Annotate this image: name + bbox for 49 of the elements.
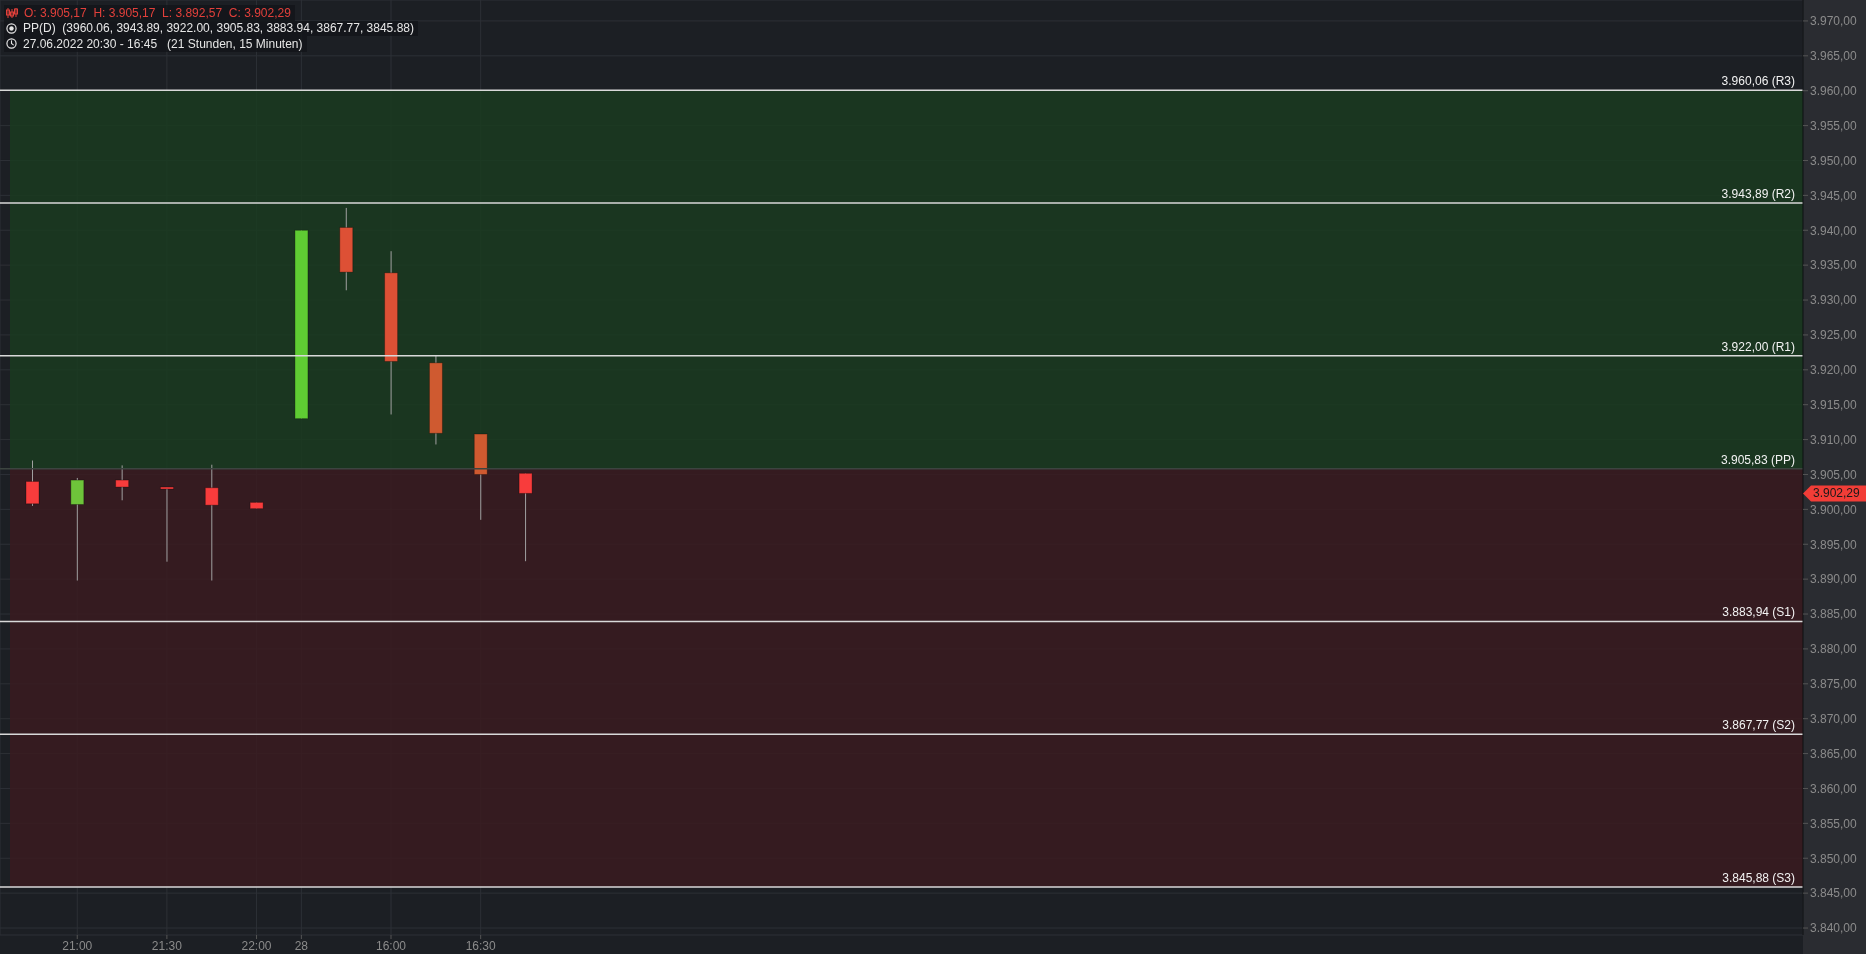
- text: 3.902,29: [1813, 486, 1861, 501]
- x-tick-label: 21:30: [151, 938, 183, 953]
- y-tick-label: 3.840,00: [1810, 921, 1858, 936]
- y-tick-label: 3.965,00: [1810, 49, 1858, 64]
- y-tick-label: 3.970,00: [1810, 14, 1858, 29]
- x-tick-label: 16:00: [376, 938, 407, 953]
- ref-line-label: 3.867,77 (S2): [1722, 718, 1795, 733]
- y-tick-label: 3.910,00: [1810, 432, 1858, 447]
- candlestick: [204, 464, 219, 582]
- y-tick-label: 3.930,00: [1810, 293, 1858, 308]
- y-tick-label: 3.875,00: [1810, 677, 1858, 692]
- annotation: 27.06.2022 20:30 - 16:45 (21 Stunden, 15 Minuten): [23, 36, 303, 51]
- text: O: 3.905,17 H: 3.905,17 L: 3.892,57 C: 3.902,29: [24, 5, 291, 20]
- y-tick-label: 3.865,00: [1810, 746, 1858, 761]
- y-tick-label: 3.870,00: [1810, 711, 1858, 726]
- y-tick-label: 3.890,00: [1810, 572, 1858, 587]
- y-tick-label: 3.920,00: [1810, 363, 1858, 378]
- y-tick-label: 3.880,00: [1810, 642, 1858, 657]
- text: PP(D) (3960.06, 3943.89, 3922.00, 3905.83, 3883.94, 3867.77, 3845.88): [23, 21, 414, 36]
- y-tick-label: 3.960,00: [1810, 83, 1858, 98]
- ref-line-label: 3.883,94 (S1): [1722, 605, 1795, 620]
- ref-line-label: 3.943,89 (R2): [1721, 187, 1795, 202]
- y-tick-label: 3.850,00: [1810, 851, 1858, 866]
- x-tick-label: 21:00: [62, 938, 93, 953]
- x-tick-label: 28: [294, 938, 309, 953]
- candlestick: [25, 460, 40, 507]
- candlestick: [115, 464, 130, 501]
- y-tick-label: 3.950,00: [1810, 153, 1858, 168]
- y-tick-label: 3.955,00: [1810, 118, 1858, 133]
- ref-line-label: 3.905,83 (PP): [1720, 452, 1795, 467]
- candlestick: [159, 486, 174, 563]
- y-tick-label: 3.900,00: [1810, 502, 1858, 517]
- y-tick-label: 3.895,00: [1810, 537, 1858, 552]
- x-tick-label: 16:30: [465, 938, 496, 953]
- y-tick-label: 3.940,00: [1810, 223, 1858, 238]
- ref-line-label: 3.960,06 (R3): [1721, 74, 1795, 89]
- y-tick-label: 3.885,00: [1810, 607, 1858, 622]
- y-tick-label: 3.945,00: [1810, 188, 1858, 203]
- y-tick-label: 3.915,00: [1810, 397, 1858, 412]
- ref-line-label: 3.922,00 (R1): [1721, 339, 1795, 354]
- y-tick-label: 3.860,00: [1810, 781, 1858, 796]
- y-tick-label: 3.855,00: [1810, 816, 1858, 831]
- y-tick-label: 3.925,00: [1810, 328, 1858, 343]
- candlestick: [518, 472, 533, 562]
- y-tick-label: 3.845,00: [1810, 886, 1858, 901]
- ref-line-label: 3.845,88 (S3): [1722, 870, 1795, 885]
- y-tick-label: 3.935,00: [1810, 258, 1858, 273]
- x-tick-label: 22:00: [241, 938, 272, 953]
- y-tick-label: 3.905,00: [1810, 467, 1858, 482]
